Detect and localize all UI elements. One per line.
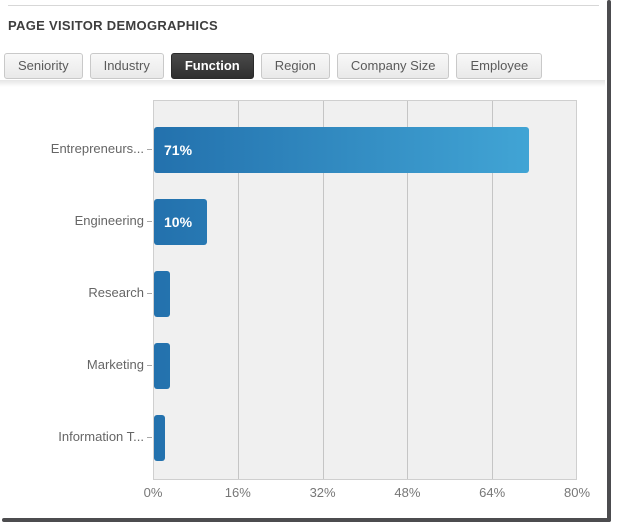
page-title: PAGE VISITOR DEMOGRAPHICS <box>8 18 218 33</box>
x-axis-label: 0% <box>143 485 163 500</box>
x-axis-label: 64% <box>479 485 506 500</box>
demographics-tab-bar: Seniority Industry Function Region Compa… <box>4 53 543 79</box>
bar-value-label: 71% <box>164 142 193 158</box>
tab-region[interactable]: Region <box>260 53 330 79</box>
gridline <box>407 101 409 479</box>
tab-company-size[interactable]: Company Size <box>336 53 450 79</box>
category-label: Marketing <box>86 357 144 372</box>
category-label: Engineering <box>74 213 144 228</box>
bar-marketing <box>154 343 170 389</box>
bar-entrepreneurs: 71% <box>154 127 529 173</box>
category-label: Research <box>88 285 144 300</box>
gridline <box>238 101 240 479</box>
frame-shadow-bottom <box>2 518 611 522</box>
x-axis: 0% 16% 32% 48% 64% 80% <box>144 485 590 503</box>
tab-employee[interactable]: Employee <box>456 53 543 79</box>
plot-area: 71% 10% <box>153 100 577 480</box>
category-tick <box>147 293 152 294</box>
tab-industry[interactable]: Industry <box>89 53 164 79</box>
bar-information-t <box>154 415 165 461</box>
tab-seniority[interactable]: Seniority <box>4 53 83 79</box>
category-tick <box>147 149 152 150</box>
category-label: Information T... <box>58 429 144 444</box>
category-label: Entrepreneurs... <box>50 141 144 156</box>
gridline <box>491 101 493 479</box>
bar-research <box>154 271 170 317</box>
category-tick <box>147 221 152 222</box>
x-axis-label: 80% <box>563 485 591 500</box>
x-axis-label: 32% <box>309 485 336 500</box>
top-divider <box>8 5 599 6</box>
tab-bar-shadow <box>0 80 605 87</box>
frame-shadow-right <box>607 0 611 522</box>
tab-function[interactable]: Function <box>170 53 254 79</box>
x-axis-label: 16% <box>224 485 251 500</box>
gridline <box>322 101 324 479</box>
category-axis: Entrepreneurs... Engineering Research Marke… <box>0 100 153 480</box>
category-tick <box>147 437 152 438</box>
bar-engineering: 10% <box>154 199 207 245</box>
bar-value-label: 10% <box>164 214 193 230</box>
x-axis-label: 48% <box>394 485 421 500</box>
category-tick <box>147 365 152 366</box>
